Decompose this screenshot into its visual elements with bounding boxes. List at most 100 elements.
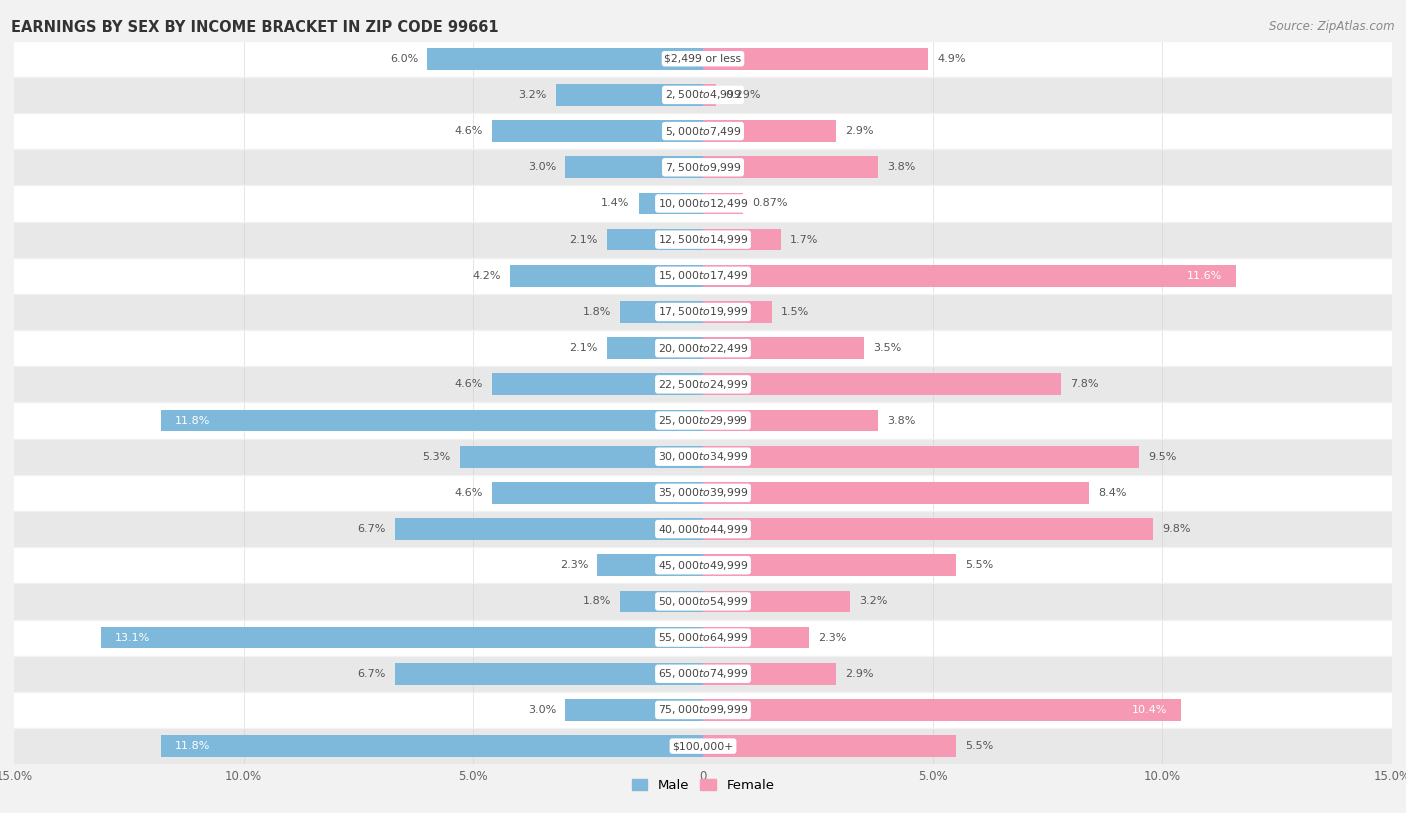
Text: 9.5%: 9.5% [1149, 452, 1177, 462]
Bar [492, 373, 703, 395]
Text: $20,000 to $22,499: $20,000 to $22,499 [658, 341, 748, 354]
Bar [14, 655, 1392, 692]
Bar [101, 627, 703, 649]
Text: 3.5%: 3.5% [873, 343, 901, 353]
Bar [703, 301, 772, 323]
Text: $45,000 to $49,999: $45,000 to $49,999 [658, 559, 748, 572]
Bar [703, 482, 1088, 504]
Text: 4.2%: 4.2% [472, 271, 501, 280]
Text: 2.3%: 2.3% [560, 560, 588, 570]
Text: $17,500 to $19,999: $17,500 to $19,999 [658, 306, 748, 319]
Bar [606, 337, 703, 359]
Bar [395, 518, 703, 540]
Bar [703, 228, 782, 250]
Bar [14, 330, 1392, 366]
Text: $50,000 to $54,999: $50,000 to $54,999 [658, 595, 748, 608]
Bar [703, 663, 837, 685]
Bar [703, 627, 808, 649]
Text: $35,000 to $39,999: $35,000 to $39,999 [658, 486, 748, 499]
Bar [703, 446, 1139, 467]
Bar [14, 150, 1392, 185]
Bar [620, 301, 703, 323]
Text: 5.5%: 5.5% [965, 741, 993, 751]
Bar [703, 337, 863, 359]
Bar [14, 294, 1392, 330]
Bar [14, 547, 1392, 584]
Text: $10,000 to $12,499: $10,000 to $12,499 [658, 197, 748, 210]
Bar [14, 511, 1392, 547]
Text: 11.8%: 11.8% [174, 741, 209, 751]
Text: 6.0%: 6.0% [389, 54, 418, 63]
Text: 2.3%: 2.3% [818, 633, 846, 642]
Text: 1.7%: 1.7% [790, 235, 818, 245]
Text: 11.8%: 11.8% [174, 415, 209, 425]
Text: $2,500 to $4,999: $2,500 to $4,999 [665, 89, 741, 102]
Bar [14, 584, 1392, 620]
Bar [510, 265, 703, 287]
Text: 3.2%: 3.2% [519, 90, 547, 100]
Bar [565, 156, 703, 178]
Bar [703, 265, 1236, 287]
Bar [14, 439, 1392, 475]
Text: 0.29%: 0.29% [725, 90, 761, 100]
Bar [555, 84, 703, 106]
Text: 3.0%: 3.0% [527, 163, 555, 172]
Text: 2.9%: 2.9% [845, 669, 875, 679]
Bar [395, 663, 703, 685]
Text: 3.8%: 3.8% [887, 415, 915, 425]
Text: 4.6%: 4.6% [454, 380, 482, 389]
Text: 4.6%: 4.6% [454, 126, 482, 136]
Bar [638, 193, 703, 215]
Legend: Male, Female: Male, Female [626, 774, 780, 798]
Bar [492, 482, 703, 504]
Text: 2.1%: 2.1% [569, 343, 598, 353]
Bar [460, 446, 703, 467]
Text: $75,000 to $99,999: $75,000 to $99,999 [658, 703, 748, 716]
Bar [14, 258, 1392, 294]
Text: 13.1%: 13.1% [115, 633, 150, 642]
Text: 0.87%: 0.87% [752, 198, 787, 208]
Text: $2,499 or less: $2,499 or less [665, 54, 741, 63]
Text: 4.9%: 4.9% [938, 54, 966, 63]
Text: 1.8%: 1.8% [582, 597, 612, 606]
Bar [14, 77, 1392, 113]
Bar [14, 620, 1392, 655]
Text: 5.5%: 5.5% [965, 560, 993, 570]
Bar [703, 120, 837, 142]
Text: $100,000+: $100,000+ [672, 741, 734, 751]
Bar [14, 366, 1392, 402]
Bar [598, 554, 703, 576]
Bar [565, 699, 703, 721]
Text: Source: ZipAtlas.com: Source: ZipAtlas.com [1270, 20, 1395, 33]
Bar [606, 228, 703, 250]
Text: 1.5%: 1.5% [782, 307, 810, 317]
Bar [620, 590, 703, 612]
Bar [14, 402, 1392, 439]
Bar [162, 735, 703, 757]
Text: 3.0%: 3.0% [527, 705, 555, 715]
Bar [14, 41, 1392, 77]
Bar [14, 113, 1392, 150]
Text: $15,000 to $17,499: $15,000 to $17,499 [658, 269, 748, 282]
Text: 3.8%: 3.8% [887, 163, 915, 172]
Bar [427, 48, 703, 70]
Bar [703, 410, 877, 432]
Text: 9.8%: 9.8% [1163, 524, 1191, 534]
Bar [703, 193, 742, 215]
Text: $55,000 to $64,999: $55,000 to $64,999 [658, 631, 748, 644]
Text: 1.8%: 1.8% [582, 307, 612, 317]
Bar [703, 554, 956, 576]
Text: 11.6%: 11.6% [1187, 271, 1222, 280]
Bar [703, 518, 1153, 540]
Text: 3.2%: 3.2% [859, 597, 887, 606]
Text: $65,000 to $74,999: $65,000 to $74,999 [658, 667, 748, 680]
Text: EARNINGS BY SEX BY INCOME BRACKET IN ZIP CODE 99661: EARNINGS BY SEX BY INCOME BRACKET IN ZIP… [11, 20, 499, 35]
Bar [703, 590, 851, 612]
Text: 8.4%: 8.4% [1098, 488, 1126, 498]
Bar [703, 735, 956, 757]
Text: $22,500 to $24,999: $22,500 to $24,999 [658, 378, 748, 391]
Text: 10.4%: 10.4% [1132, 705, 1167, 715]
Text: $7,500 to $9,999: $7,500 to $9,999 [665, 161, 741, 174]
Bar [703, 156, 877, 178]
Bar [492, 120, 703, 142]
